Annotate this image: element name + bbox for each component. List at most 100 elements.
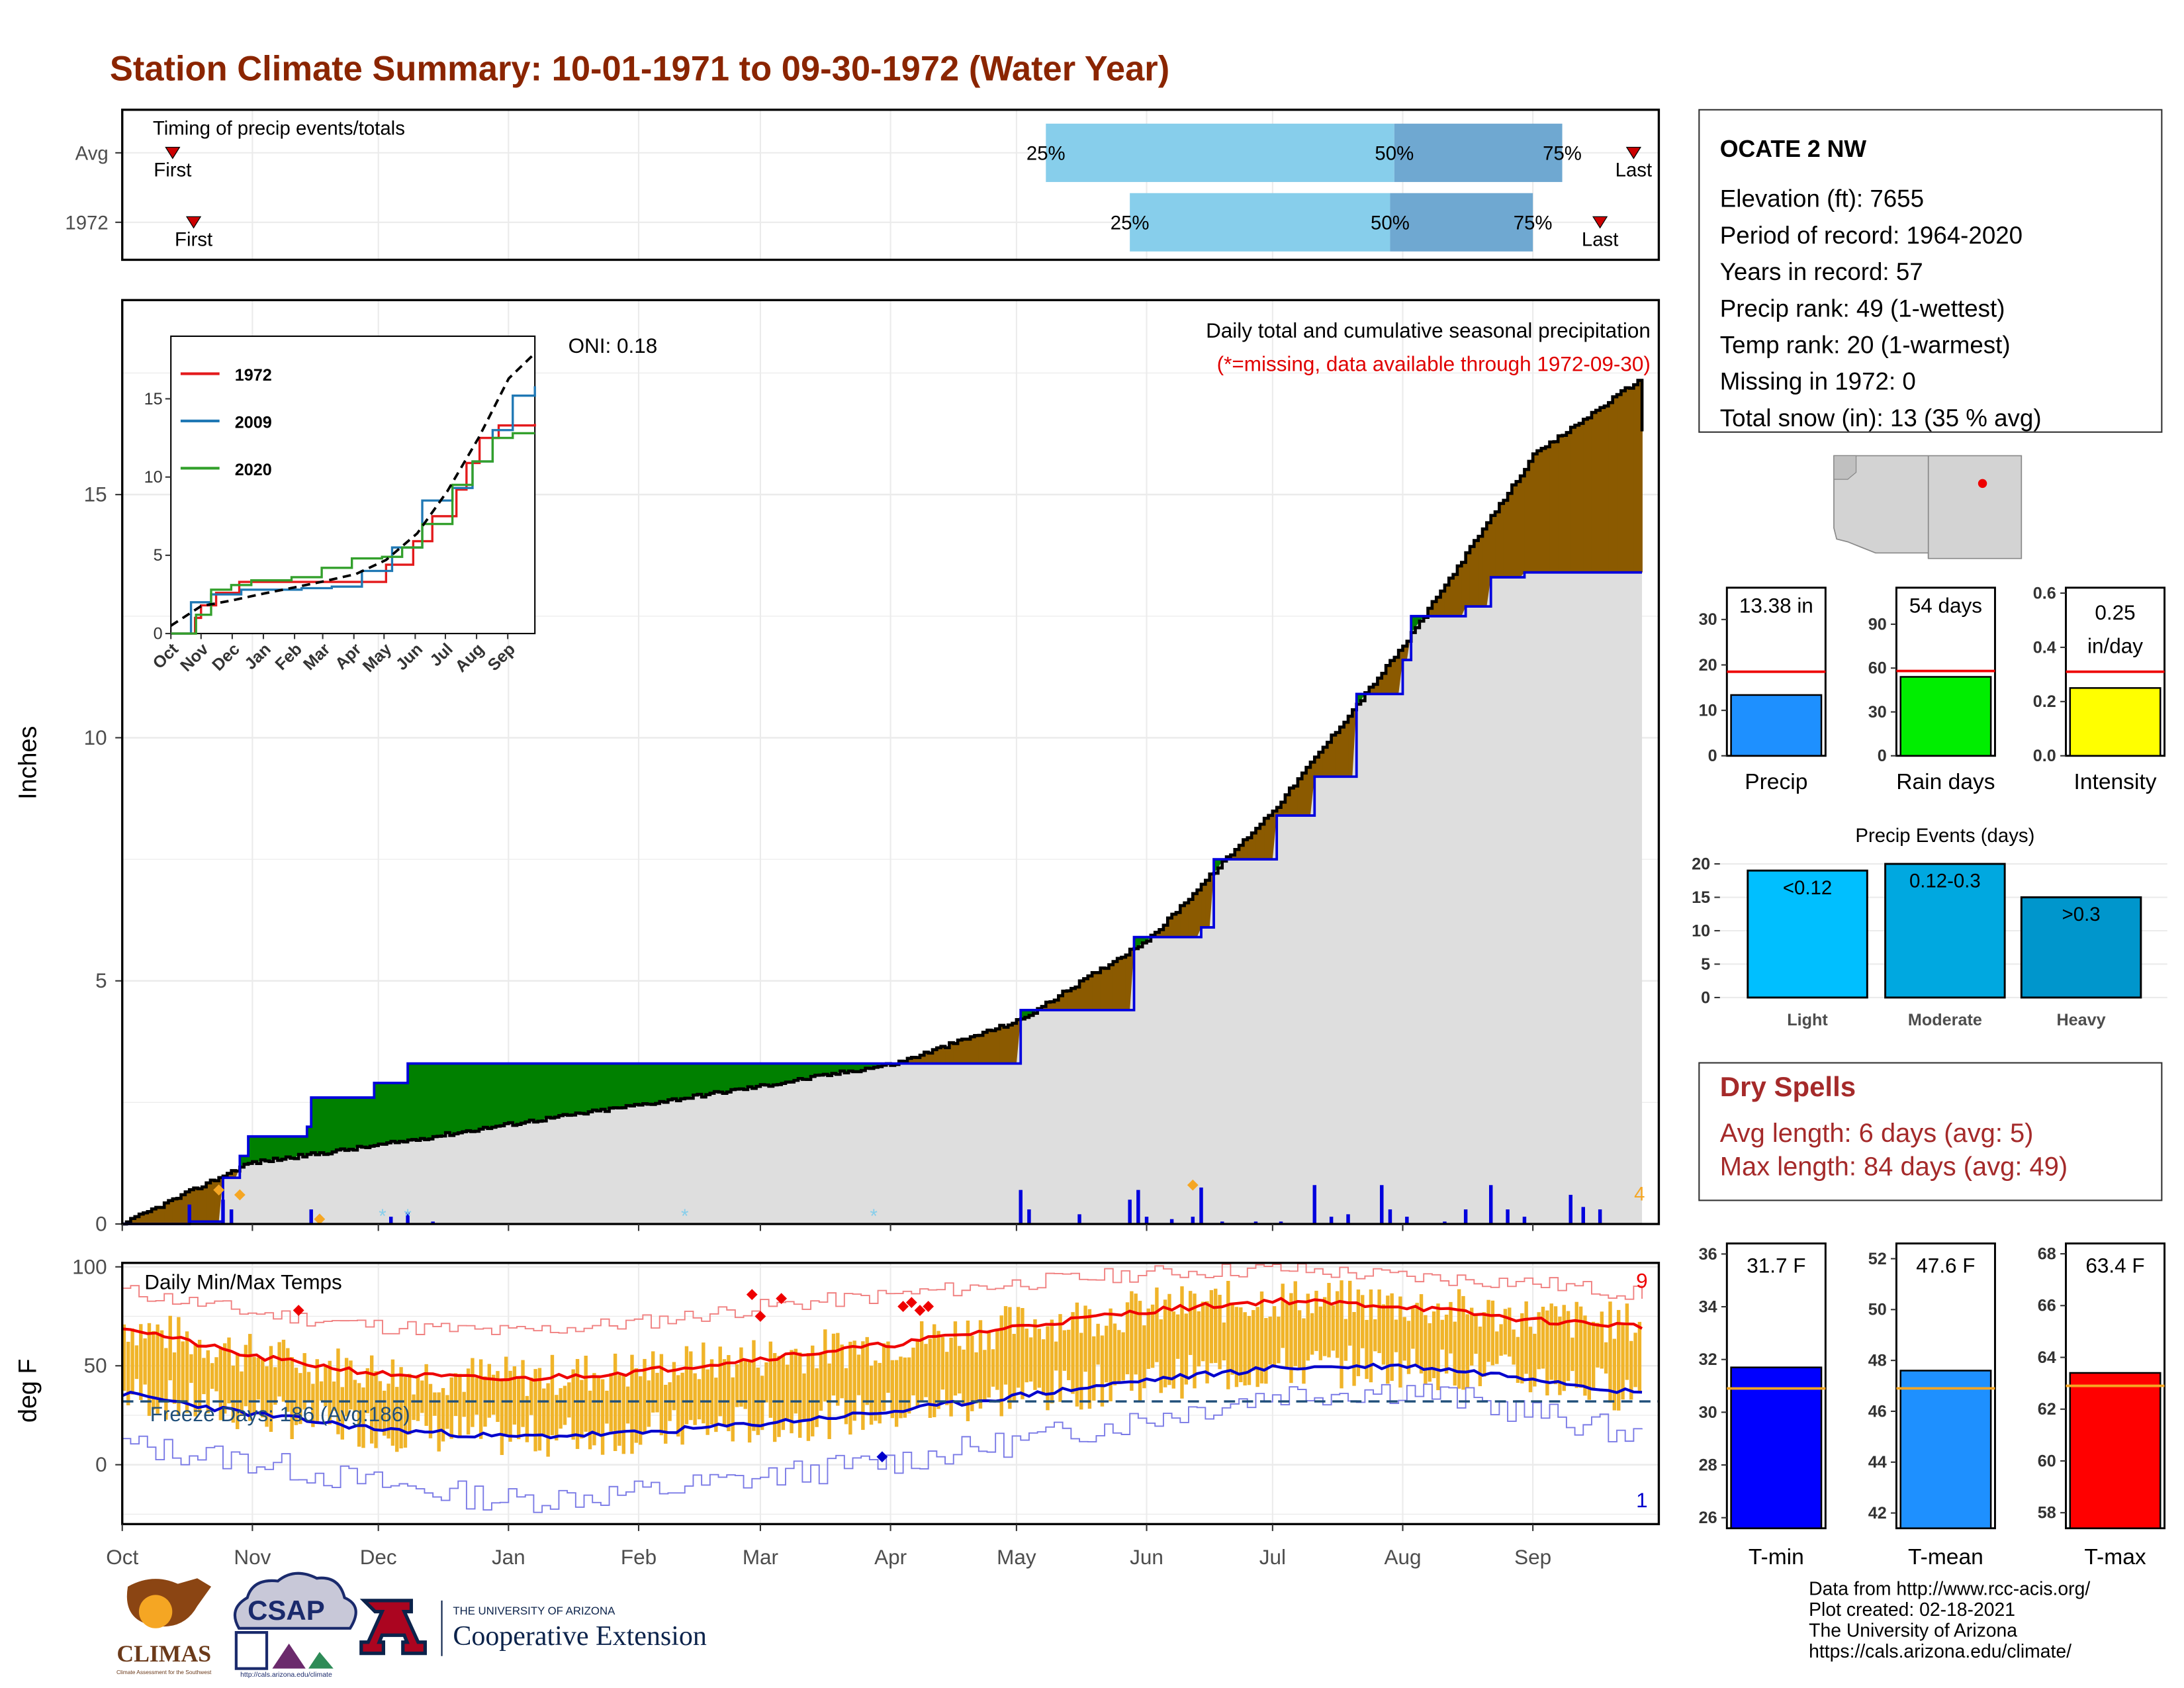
precip-departure-fill: [1558, 436, 1563, 573]
precip-departure-fill: [1125, 955, 1131, 1010]
daily-temp-bar: [487, 1364, 492, 1418]
precip-departure-fill: [143, 1213, 148, 1225]
precip-departure-fill: [1436, 597, 1441, 616]
precip-departure-fill: [760, 1063, 766, 1085]
daily-temp-bar: [1457, 1289, 1461, 1389]
daily-temp-bar: [1356, 1289, 1361, 1376]
precip-departure-fill: [1549, 442, 1555, 573]
daily-temp-bar: [689, 1351, 693, 1421]
daily-temp-bar: [1071, 1312, 1075, 1394]
daily-temp-bar: [953, 1321, 958, 1396]
daily-precip-bar: [431, 1221, 435, 1225]
precip-departure-fill: [164, 1203, 169, 1225]
daily-temp-bar: [437, 1392, 441, 1452]
timing-title: Timing of precip events/totals: [153, 118, 405, 140]
daily-temp-bar: [1386, 1295, 1390, 1384]
location-map: [1833, 455, 2023, 559]
daily-precip-bar: [1144, 1217, 1149, 1225]
daily-precip-bar: [309, 1209, 313, 1225]
daily-temp-bar: [1377, 1289, 1381, 1354]
timing-bar-25-50: [1130, 193, 1390, 252]
daily-temp-bar: [659, 1354, 664, 1436]
daily-temp-bar: [844, 1368, 848, 1425]
precip-departure-fill: [1247, 837, 1252, 860]
record-high-marker: [914, 1305, 926, 1316]
station-line: Years in record: 57: [1720, 258, 1923, 285]
daily-temp-bar: [361, 1387, 365, 1448]
mini-value-bar: [1899, 1370, 1992, 1529]
precip-departure-fill: [189, 1190, 195, 1222]
month-label: Oct: [106, 1546, 138, 1569]
precip-departure-fill: [1453, 574, 1458, 616]
daily-temp-bar: [1629, 1340, 1633, 1400]
mini-ytick-label: 64: [2038, 1348, 2056, 1367]
daily-temp-bar: [890, 1360, 894, 1419]
daily-temp-bar: [1424, 1315, 1428, 1384]
daily-temp-bar: [189, 1354, 193, 1383]
daily-temp-bar: [559, 1388, 563, 1429]
precip-departure-fill: [1197, 890, 1202, 937]
precip-departure-fill: [940, 1046, 946, 1064]
daily-temp-bar: [1512, 1329, 1516, 1365]
last-label: Last: [1582, 228, 1619, 250]
daily-temp-bar: [1583, 1315, 1587, 1396]
mini-value-bar: [1899, 676, 1992, 757]
dry-spells-frame: [1698, 1062, 2163, 1201]
daily-temp-bar: [512, 1366, 517, 1425]
daily-temp-bar: [390, 1359, 395, 1446]
precip-departure-fill: [915, 1057, 921, 1064]
daily-temp-bar: [1197, 1311, 1201, 1367]
precip-departure-fill: [819, 1063, 824, 1076]
station-line: Total snow (in): 13 (35 % avg): [1720, 404, 2042, 432]
daily-temp-bar: [777, 1356, 781, 1437]
daily-precip-bar: [1522, 1217, 1527, 1225]
precip-departure-fill: [206, 1182, 211, 1222]
daily-temp-bar: [458, 1374, 462, 1438]
footer-line: https://cals.arizona.edu/climate/: [1809, 1641, 2071, 1662]
daily-temp-bar: [1436, 1303, 1440, 1391]
precip-departure-fill: [928, 1053, 933, 1064]
precip-departure-fill: [483, 1063, 488, 1128]
precip-departure-fill: [848, 1063, 854, 1071]
daily-temp-bar: [210, 1363, 214, 1389]
daily-temp-bar: [214, 1357, 218, 1391]
precip-departure-fill: [1188, 899, 1194, 937]
daily-temp-bar: [399, 1367, 403, 1449]
daily-temp-bar: [1079, 1333, 1083, 1410]
daily-temp-bar: [1306, 1293, 1310, 1361]
csap-cactus-icon: [308, 1652, 334, 1669]
precip-departure-fill: [668, 1063, 673, 1100]
daily-temp-bar: [533, 1369, 537, 1452]
events-bar-label: 0.12-0.3: [1909, 870, 1981, 892]
daily-temp-bar: [886, 1341, 890, 1393]
precip-departure-fill: [768, 1063, 774, 1086]
daily-precip-bar: [1581, 1207, 1585, 1225]
daily-temp-bar: [1524, 1301, 1528, 1374]
daily-temp-bar: [349, 1360, 353, 1410]
precip-departure-fill: [907, 1058, 913, 1064]
precip-departure-fill: [588, 1063, 594, 1112]
daily-temp-bar: [1180, 1286, 1184, 1399]
timing-row-label: 1972: [65, 212, 108, 234]
stat-t-mean: 42 44 46 48 50 52 47.6 F T-mean: [1868, 1242, 1996, 1570]
month-label: Jul: [1259, 1546, 1286, 1569]
precip-ytick-label: 5: [95, 969, 107, 992]
dry-spells-avg: Avg length: 6 days (avg: 5): [1720, 1119, 2034, 1148]
precip-departure-fill: [1343, 722, 1349, 777]
daily-temp-bar: [1440, 1319, 1444, 1350]
daily-precip-bar: [1312, 1185, 1317, 1225]
daily-temp-bar: [1478, 1326, 1482, 1387]
precip-departure-fill: [1083, 978, 1089, 1010]
precip-departure-fill: [1239, 845, 1244, 860]
daily-temp-bar: [546, 1383, 550, 1457]
daily-temp-bar: [1365, 1319, 1369, 1380]
daily-temp-bar: [714, 1378, 718, 1432]
precip-departure-fill: [521, 1063, 526, 1123]
snow-marker: [234, 1189, 246, 1201]
daily-temp-bar: [1503, 1309, 1508, 1355]
precip-departure-fill: [277, 1136, 283, 1160]
precip-departure-fill: [638, 1063, 644, 1105]
daily-temp-bar: [940, 1336, 945, 1390]
precip-departure-fill: [1449, 578, 1454, 616]
daily-temp-bar: [126, 1341, 130, 1405]
